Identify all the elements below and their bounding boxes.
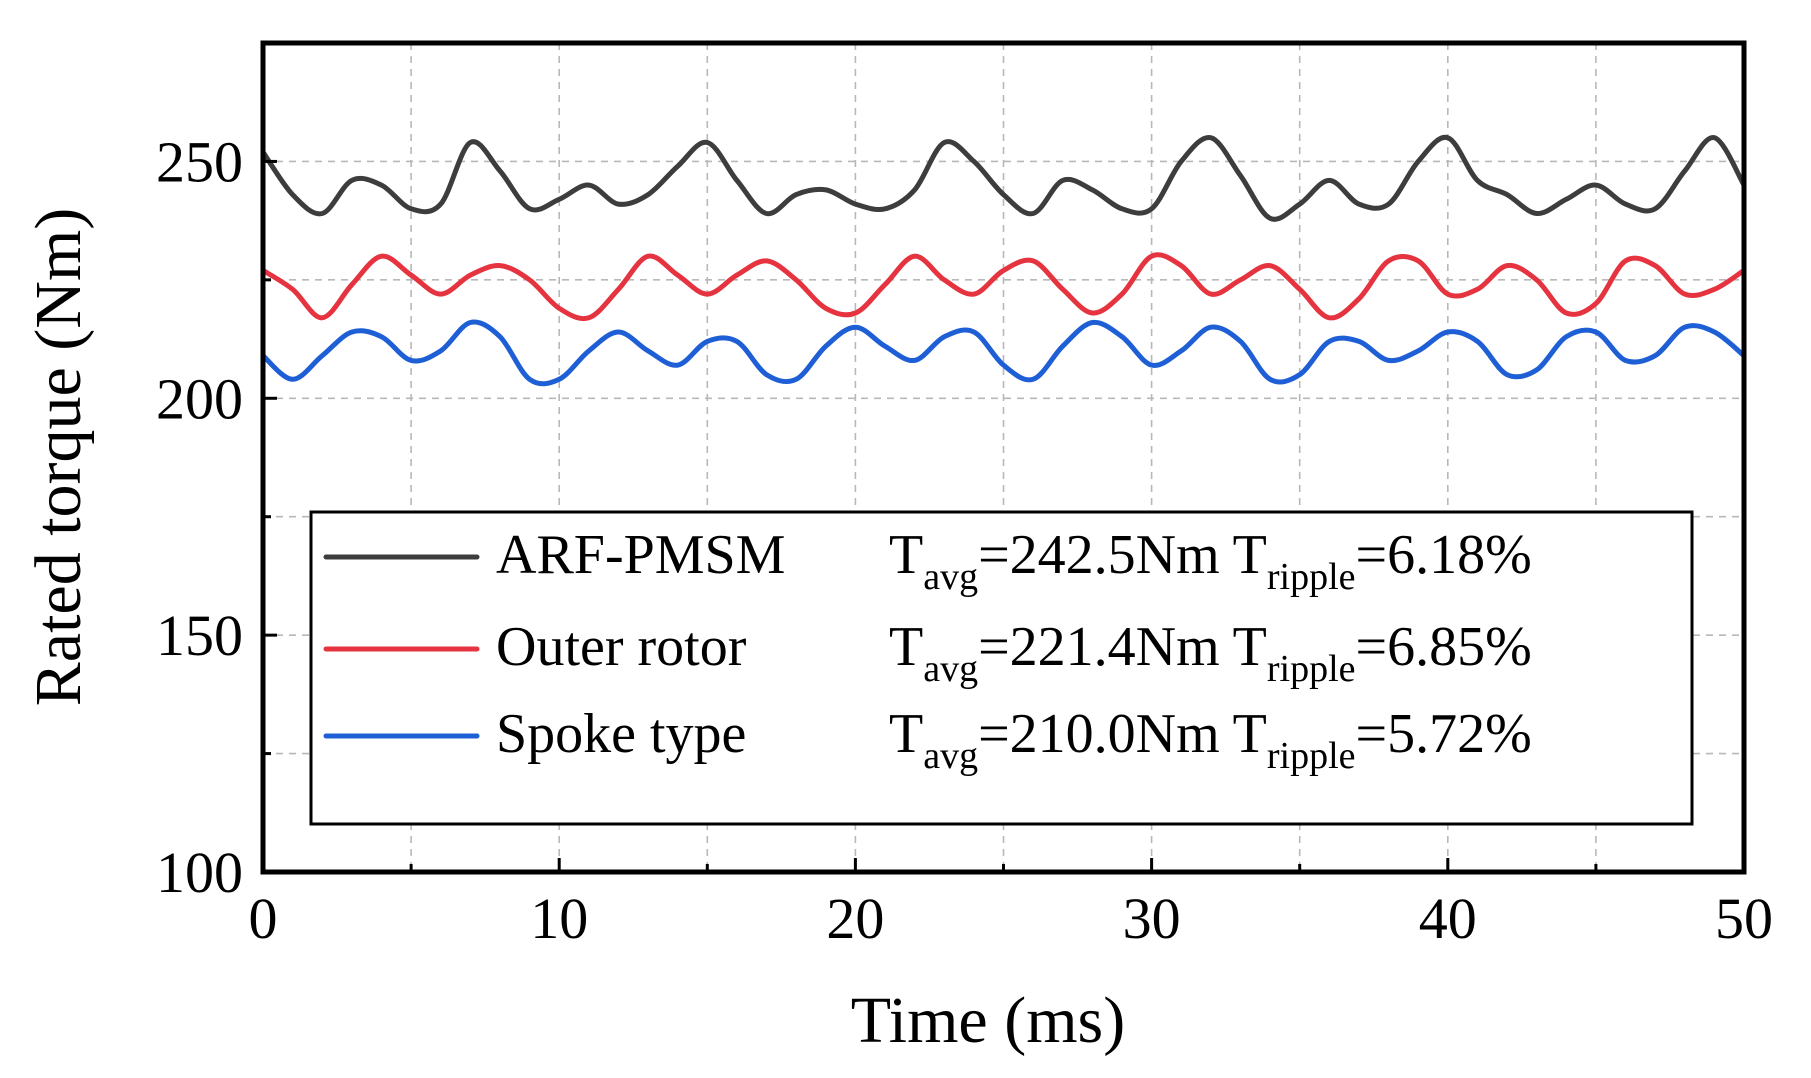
series-lines [260,134,1747,387]
x-tick-label: 40 [1419,886,1477,951]
series-line-outer-rotor [260,252,1747,322]
x-tick-label: 20 [826,886,884,951]
legend-item-spoke-type: Spoke type Tavg=210.0Nm Tripple=5.72% [323,703,1532,777]
legend-ripple-subscript: ripple [1267,648,1356,690]
legend-stats: Tavg=242.5Nm Tripple=6.18% [889,524,1532,598]
x-tick-label: 10 [530,886,588,951]
legend: ARF-PMSM Tavg=242.5Nm Tripple=6.18%Outer … [309,510,1694,826]
legend-series-name: Outer rotor [496,616,747,678]
legend-avg-value: =210.0Nm [978,703,1220,765]
legend-ripple-symbol: T [1220,703,1267,765]
y-tick-label: 200 [156,366,243,431]
y-tick-label: 250 [156,129,243,194]
legend-avg-subscript: avg [923,735,978,777]
x-axis-title: Time (ms) [851,984,1125,1057]
legend-item-arf-pmsm: ARF-PMSM Tavg=242.5Nm Tripple=6.18% [323,524,1532,598]
x-tick-label: 30 [1123,886,1181,951]
x-tick-label: 50 [1715,886,1773,951]
legend-avg-symbol: T [889,524,923,586]
legend-ripple-symbol: T [1220,524,1267,586]
legend-box [309,510,1694,826]
x-tick-label: 0 [249,886,278,951]
legend-ripple-subscript: ripple [1267,556,1356,598]
legend-avg-symbol: T [889,703,923,765]
legend-ripple-symbol: T [1220,616,1267,678]
y-tick-label: 150 [156,603,243,668]
legend-ripple-value: =5.72% [1356,703,1532,765]
legend-avg-subscript: avg [923,648,978,690]
legend-series-name: ARF-PMSM [496,524,785,586]
series-line-arf-pmsm [260,134,1747,222]
legend-ripple-subscript: ripple [1267,735,1356,777]
legend-item-outer-rotor: Outer rotor Tavg=221.4Nm Tripple=6.85% [323,616,1532,690]
y-tick-label: 100 [156,840,243,905]
legend-avg-symbol: T [889,616,923,678]
legend-avg-value: =242.5Nm [978,524,1220,586]
legend-ripple-value: =6.18% [1356,524,1532,586]
legend-avg-value: =221.4Nm [978,616,1220,678]
plot-frame [260,40,1747,875]
legend-stats: Tavg=221.4Nm Tripple=6.85% [889,616,1532,690]
legend-avg-subscript: avg [923,556,978,598]
legend-entries: ARF-PMSM Tavg=242.5Nm Tripple=6.18%Outer … [323,524,1532,777]
tick-labels: 0 10 20 30 40 50 100 150 200 250 [156,129,1773,951]
legend-series-name: Spoke type [496,703,746,765]
series-line-spoke-type [260,319,1747,387]
y-axis-title: Rated torque (Nm) [22,208,95,707]
legend-stats: Tavg=210.0Nm Tripple=5.72% [889,703,1532,777]
legend-ripple-value: =6.85% [1356,616,1532,678]
